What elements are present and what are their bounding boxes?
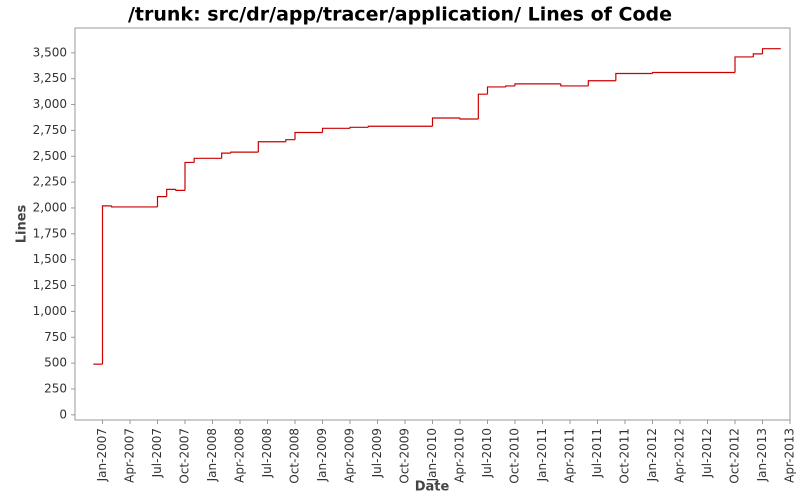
x-tick-label: Apr-2007 (123, 428, 137, 483)
x-tick-label: Jan-2007 (95, 428, 109, 482)
line-step (166, 188, 176, 197)
line-step (156, 195, 167, 207)
line-step (734, 56, 754, 73)
x-tick-label: Apr-2012 (673, 428, 687, 483)
y-tick-label: 2,250 (33, 175, 67, 189)
x-tick-label: Jan-2010 (425, 428, 439, 482)
line-step (752, 53, 763, 57)
line-step (184, 161, 195, 191)
x-tick-label: Apr-2008 (233, 428, 247, 483)
line-step (285, 139, 295, 142)
x-axis-title: Date (415, 480, 450, 495)
line-step (367, 125, 433, 128)
line-step (175, 189, 185, 191)
line-step (459, 117, 479, 120)
x-tick-label: Jul-2010 (480, 428, 494, 478)
x-tick-label: Apr-2011 (563, 428, 577, 483)
y-tick-label: 3,250 (33, 71, 67, 85)
y-tick-label: 2,000 (33, 200, 67, 214)
y-tick-label: 2,750 (33, 123, 67, 137)
x-tick-label: Oct-2012 (728, 428, 742, 484)
line-step (761, 48, 781, 54)
x-tick-label: Oct-2008 (288, 428, 302, 484)
line-step (560, 83, 589, 87)
line-step (321, 127, 350, 133)
y-tick-label: 0 (59, 407, 67, 421)
line-step (651, 71, 735, 74)
line-step (221, 152, 231, 159)
x-tick-label: Jul-2008 (260, 428, 274, 478)
x-tick-label: Jul-2007 (150, 428, 164, 478)
y-tick-label: 750 (44, 330, 67, 344)
y-tick-label: 1,750 (33, 226, 67, 240)
y-tick-label: 3,500 (33, 45, 67, 59)
x-tick-label: Jan-2011 (535, 428, 549, 482)
x-tick-label: Oct-2007 (178, 428, 192, 484)
line-step (101, 205, 112, 365)
x-tick-label: Oct-2011 (618, 428, 632, 484)
line-step (477, 93, 488, 120)
x-tick-label: Jul-2009 (370, 428, 384, 478)
y-tick-label: 1,000 (33, 304, 67, 318)
line-step (505, 85, 515, 87)
x-tick-label: Apr-2009 (343, 428, 357, 483)
x-tick-label: Jan-2013 (755, 428, 769, 482)
line-step (257, 141, 286, 153)
x-tick-label: Jul-2012 (700, 428, 714, 478)
line-step (230, 151, 259, 154)
y-tick-label: 2,500 (33, 149, 67, 163)
y-tick-label: 500 (44, 356, 67, 370)
x-tick-label: Jan-2012 (645, 428, 659, 482)
x-tick-label: Oct-2009 (398, 428, 412, 484)
line-step (294, 131, 323, 140)
x-tick-label: Apr-2013 (783, 428, 797, 483)
y-tick-label: 1,500 (33, 252, 67, 266)
x-tick-label: Jan-2008 (205, 428, 219, 482)
y-tick-label: 3,000 (33, 97, 67, 111)
line-step (349, 126, 369, 129)
line-step (486, 86, 506, 95)
plot-area (74, 27, 791, 421)
y-axis-title: Lines (15, 204, 30, 243)
x-tick-label: Oct-2010 (508, 428, 522, 484)
line-step (431, 117, 460, 127)
x-tick-label: Apr-2010 (453, 428, 467, 483)
line-step (587, 80, 616, 86)
line-step (193, 157, 222, 163)
x-tick-label: Jan-2009 (315, 428, 329, 482)
y-tick-label: 1,250 (33, 278, 67, 292)
line-step (514, 83, 561, 86)
chart-title: /trunk: src/dr/app/tracer/application/ L… (128, 4, 672, 26)
x-tick-label: Jul-2011 (590, 428, 604, 478)
y-tick-label: 250 (44, 381, 67, 395)
line-step (111, 205, 158, 208)
line-step (615, 72, 653, 81)
